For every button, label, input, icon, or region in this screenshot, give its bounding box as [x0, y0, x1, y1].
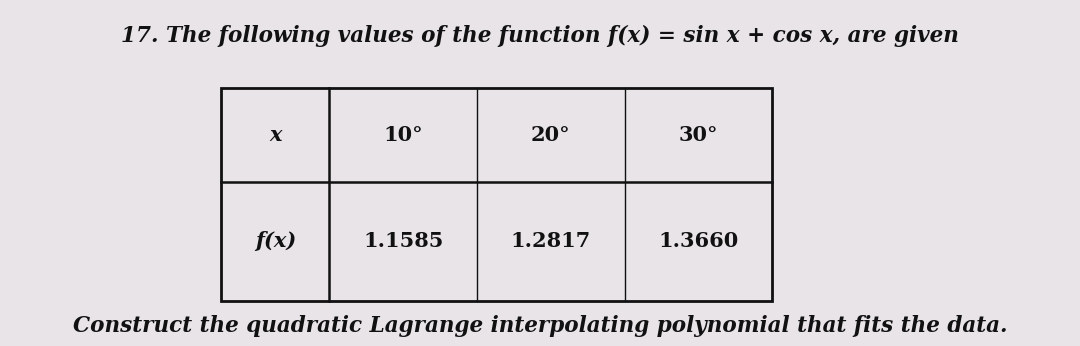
- Text: x: x: [269, 125, 282, 145]
- Text: 1.2817: 1.2817: [511, 231, 591, 251]
- Text: 1.1585: 1.1585: [363, 231, 444, 251]
- Text: Construct the quadratic Lagrange interpolating polynomial that fits the data.: Construct the quadratic Lagrange interpo…: [72, 315, 1008, 337]
- Text: 17. The following values of the function f(x) = sin x + cos x, are given: 17. The following values of the function…: [121, 25, 959, 47]
- Text: 1.3660: 1.3660: [659, 231, 739, 251]
- Text: 20°: 20°: [531, 125, 570, 145]
- Text: 10°: 10°: [383, 125, 423, 145]
- Text: f(x): f(x): [255, 231, 296, 251]
- Text: 30°: 30°: [678, 125, 718, 145]
